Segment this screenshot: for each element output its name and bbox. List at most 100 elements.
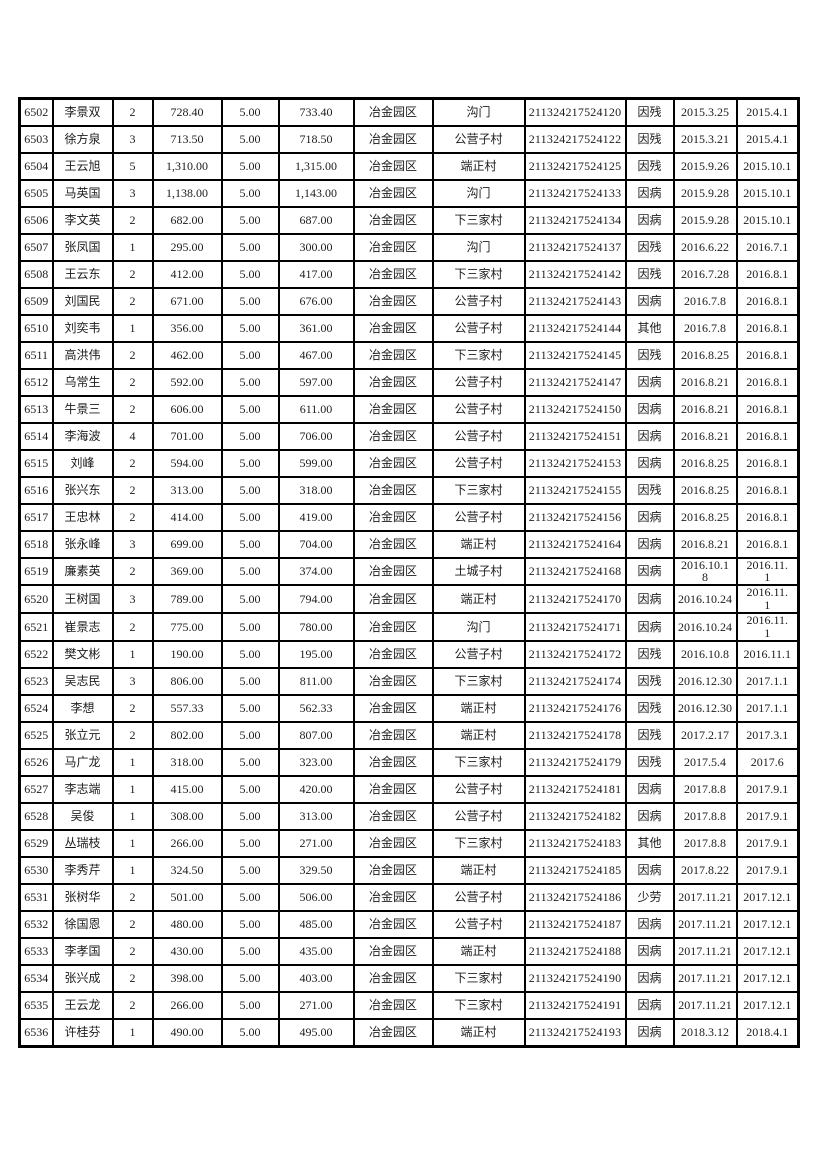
amount-cell: 1,310.00 — [151, 151, 223, 181]
name-cell: 徐国恩 — [51, 910, 114, 940]
fee-cell: 5.00 — [220, 286, 280, 316]
village-cell: 公营子村 — [431, 775, 526, 805]
village-cell: 下三家村 — [431, 829, 526, 859]
total-amount-cell: 611.00 — [277, 394, 355, 424]
table-row: 6505 马英国 3 1,138.00 5.00 1,143.00 冶金园区 沟门 211324… — [18, 178, 800, 208]
household-count-cell: 1 — [111, 640, 154, 670]
name-cell: 刘奕韦 — [51, 313, 114, 343]
fee-cell: 5.00 — [220, 529, 280, 559]
household-count-cell: 2 — [111, 910, 154, 940]
fee-cell: 5.00 — [220, 394, 280, 424]
fee-cell: 5.00 — [220, 124, 280, 154]
village-cell: 公营子村 — [431, 883, 526, 913]
effective-date-cell: 2017.12.1 — [735, 964, 800, 994]
reason-cell: 因病 — [624, 394, 675, 424]
row-id-cell: 6524 — [18, 694, 54, 724]
amount-cell: 501.00 — [151, 883, 223, 913]
fee-cell: 5.00 — [220, 748, 280, 778]
name-cell: 高洪伟 — [51, 340, 114, 370]
household-count-cell: 1 — [111, 1018, 154, 1048]
approval-date-cell: 2016.7.8 — [672, 313, 738, 343]
reason-cell: 因病 — [624, 529, 675, 559]
effective-date-cell: 2016.7.1 — [735, 232, 800, 262]
district-cell: 冶金园区 — [352, 584, 434, 615]
household-count-cell: 1 — [111, 232, 154, 262]
reason-cell: 因病 — [624, 556, 675, 587]
approval-date-cell: 2016.6.22 — [672, 232, 738, 262]
district-cell: 冶金园区 — [352, 313, 434, 343]
reason-cell: 因病 — [624, 775, 675, 805]
household-count-cell: 2 — [111, 556, 154, 587]
village-cell: 端正村 — [431, 584, 526, 615]
reason-cell: 因病 — [624, 991, 675, 1021]
effective-date-cell: 2016.11. 1 — [735, 612, 800, 643]
table-row: 6521 崔景志 2 775.00 5.00 780.00 冶金园区 沟门 2113242175… — [18, 612, 800, 643]
village-cell: 公营子村 — [431, 286, 526, 316]
fee-cell: 5.00 — [220, 883, 280, 913]
district-cell: 冶金园区 — [352, 421, 434, 451]
record-number-cell: 211324217524153 — [523, 448, 627, 478]
district-cell: 冶金园区 — [352, 367, 434, 397]
total-amount-cell: 467.00 — [277, 340, 355, 370]
fee-cell: 5.00 — [220, 475, 280, 505]
name-cell: 张兴成 — [51, 964, 114, 994]
district-cell: 冶金园区 — [352, 286, 434, 316]
table-row: 6514 李海波 4 701.00 5.00 706.00 冶金园区 公营子村 21132421… — [18, 421, 800, 451]
district-cell: 冶金园区 — [352, 178, 434, 208]
district-cell: 冶金园区 — [352, 556, 434, 587]
reason-cell: 因残 — [624, 721, 675, 751]
amount-cell: 713.50 — [151, 124, 223, 154]
row-id-cell: 6505 — [18, 178, 54, 208]
name-cell: 王树国 — [51, 584, 114, 615]
household-count-cell: 3 — [111, 124, 154, 154]
district-cell: 冶金园区 — [352, 394, 434, 424]
approval-date-cell: 2015.9.28 — [672, 178, 738, 208]
row-id-cell: 6525 — [18, 721, 54, 751]
record-number-cell: 211324217524186 — [523, 883, 627, 913]
record-number-cell: 211324217524164 — [523, 529, 627, 559]
total-amount-cell: 435.00 — [277, 937, 355, 967]
amount-cell: 190.00 — [151, 640, 223, 670]
fee-cell: 5.00 — [220, 694, 280, 724]
district-cell: 冶金园区 — [352, 883, 434, 913]
household-count-cell: 1 — [111, 313, 154, 343]
row-id-cell: 6534 — [18, 964, 54, 994]
table-row: 6535 王云龙 2 266.00 5.00 271.00 冶金园区 下三家村 21132421… — [18, 991, 800, 1021]
effective-date-cell: 2016.8.1 — [735, 367, 800, 397]
amount-cell: 699.00 — [151, 529, 223, 559]
table-row: 6528 吴俊 1 308.00 5.00 313.00 冶金园区 公营子村 211324217… — [18, 802, 800, 832]
table-row: 6525 张立元 2 802.00 5.00 807.00 冶金园区 端正村 211324217… — [18, 721, 800, 751]
total-amount-cell: 318.00 — [277, 475, 355, 505]
row-id-cell: 6523 — [18, 667, 54, 697]
amount-cell: 480.00 — [151, 910, 223, 940]
reason-cell: 因病 — [624, 205, 675, 235]
amount-cell: 775.00 — [151, 612, 223, 643]
row-id-cell: 6529 — [18, 829, 54, 859]
fee-cell: 5.00 — [220, 775, 280, 805]
reason-cell: 因病 — [624, 937, 675, 967]
household-count-cell: 2 — [111, 259, 154, 289]
name-cell: 牛景三 — [51, 394, 114, 424]
record-number-cell: 211324217524185 — [523, 856, 627, 886]
household-count-cell: 3 — [111, 178, 154, 208]
total-amount-cell: 718.50 — [277, 124, 355, 154]
household-count-cell: 1 — [111, 802, 154, 832]
district-cell: 冶金园区 — [352, 259, 434, 289]
household-count-cell: 2 — [111, 721, 154, 751]
household-count-cell: 3 — [111, 667, 154, 697]
district-cell: 冶金园区 — [352, 232, 434, 262]
row-id-cell: 6519 — [18, 556, 54, 587]
fee-cell: 5.00 — [220, 448, 280, 478]
effective-date-cell: 2017.12.1 — [735, 937, 800, 967]
table-row: 6532 徐国恩 2 480.00 5.00 485.00 冶金园区 公营子村 21132421… — [18, 910, 800, 940]
row-id-cell: 6510 — [18, 313, 54, 343]
total-amount-cell: 794.00 — [277, 584, 355, 615]
fee-cell: 5.00 — [220, 802, 280, 832]
table-row: 6515 刘峰 2 594.00 5.00 599.00 冶金园区 公营子村 211324217… — [18, 448, 800, 478]
reason-cell: 因病 — [624, 964, 675, 994]
row-id-cell: 6507 — [18, 232, 54, 262]
amount-cell: 592.00 — [151, 367, 223, 397]
approval-date-cell: 2016.8.21 — [672, 529, 738, 559]
effective-date-cell: 2018.4.1 — [735, 1018, 800, 1048]
village-cell: 端正村 — [431, 694, 526, 724]
